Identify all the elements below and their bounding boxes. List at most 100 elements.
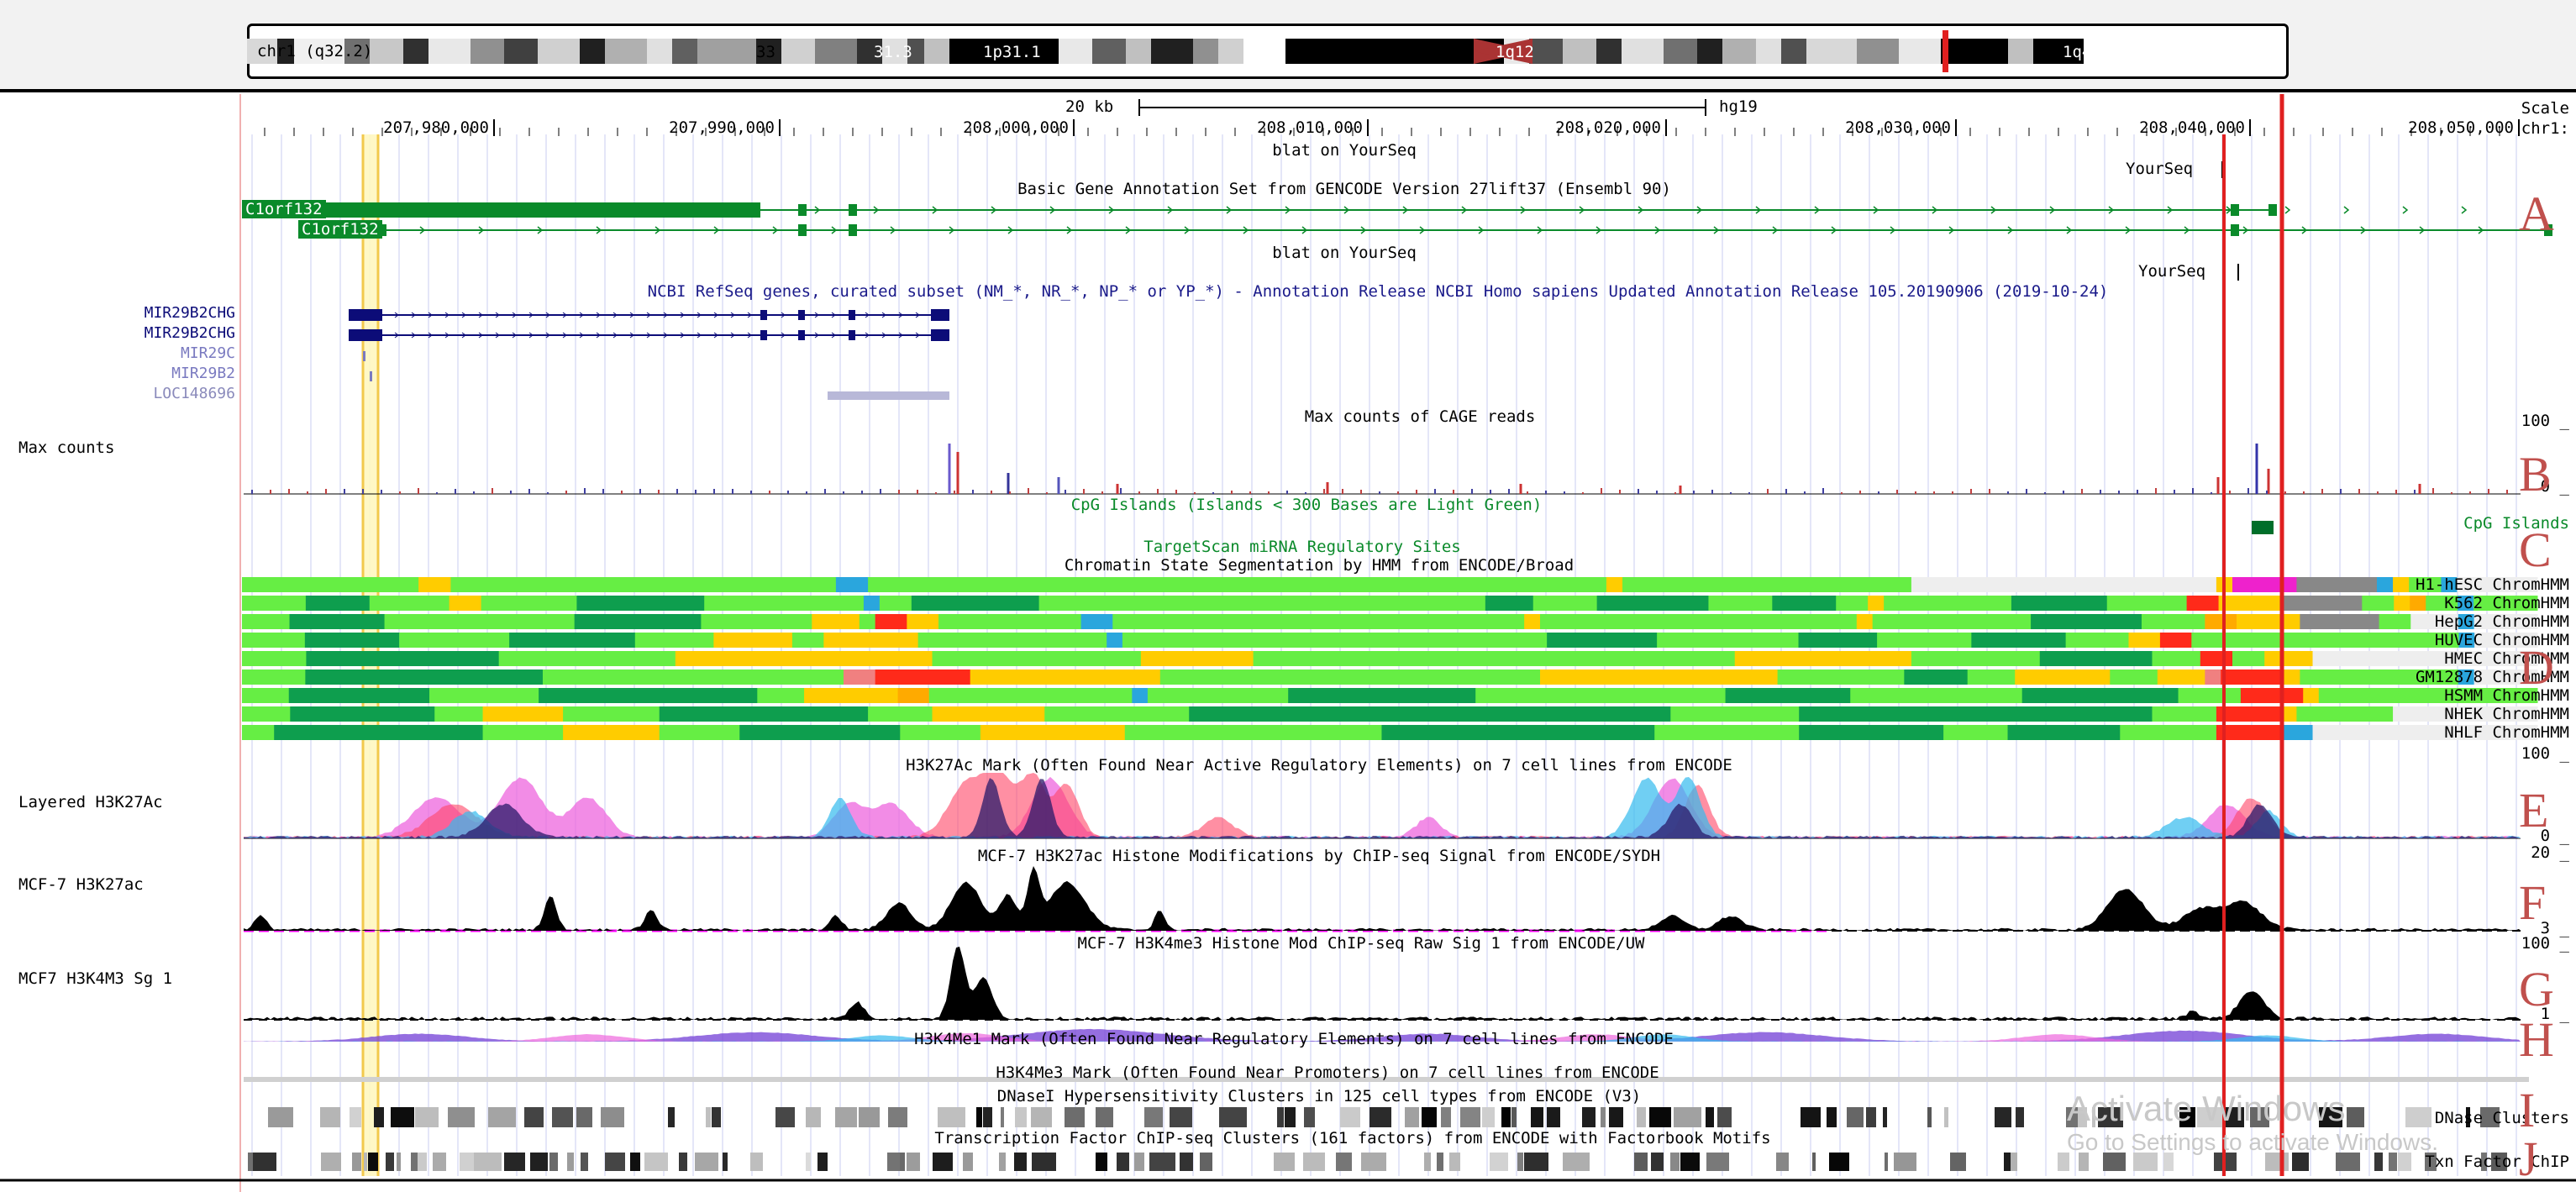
- chromhmm-seg-1: [369, 596, 450, 611]
- mcf7-ac-title[interactable]: MCF-7 H3K27ac Histone Modifications by C…: [977, 847, 1661, 865]
- gencode-arrow: [1990, 206, 1997, 214]
- chromhmm-seg-2: [2205, 614, 2237, 629]
- dnase-title[interactable]: DNaseI Hypersensitivity Clusters in 125 …: [996, 1087, 1642, 1105]
- gencode-arrow: [1007, 226, 1014, 234]
- refseq-arrow: [915, 332, 920, 339]
- ideogram-band-label-3: 1q12: [1496, 43, 1534, 61]
- refseq-arrow: [730, 332, 735, 339]
- targetscan-title[interactable]: TargetScan miRNA Regulatory Sites: [1143, 538, 1461, 556]
- refseq-arrow: [764, 312, 769, 318]
- ideogram-band-43: [1806, 39, 1857, 64]
- tfbs-cluster: [1149, 1153, 1175, 1171]
- refseq-gene-4[interactable]: MIR29B2: [171, 365, 235, 382]
- refseq-gene-5[interactable]: LOC148696: [153, 385, 235, 402]
- chromhmm-seg-5: [970, 670, 1161, 685]
- tfbs-cluster: [1812, 1153, 1816, 1171]
- tfbs-cluster: [1776, 1153, 1789, 1171]
- h3k4me3-title[interactable]: H3K4Me3 Mark (Often Found Near Promoters…: [996, 1063, 1659, 1082]
- tfbs-cluster: [1680, 1153, 1700, 1171]
- tfbs-cluster: [1303, 1153, 1325, 1171]
- chromhmm-seg-1: [1836, 596, 1869, 611]
- refseq-title[interactable]: NCBI RefSeq genes, curated subset (NM_*,…: [647, 282, 2109, 301]
- blat-title-1[interactable]: blat on YourSeq: [1272, 141, 1417, 160]
- chromhmm-seg-3: [1107, 633, 1123, 648]
- tfbs-cluster: [1634, 1153, 1648, 1171]
- gencode-arrow: [1343, 206, 1350, 214]
- genome-browser-image[interactable]: 207,980,000 207,990,000 208,000,000 208,010…: [0, 94, 2576, 1192]
- dnase-cluster: [448, 1107, 475, 1127]
- gencode-gene-1[interactable]: C1orf132: [242, 200, 326, 218]
- chromhmm-seg-4: [2152, 651, 2201, 666]
- ideogram-band-19: [815, 39, 857, 64]
- gencode-arrow: [2184, 226, 2190, 234]
- tfbs-cluster: [368, 1153, 378, 1171]
- dnase-cluster: [1944, 1107, 1948, 1127]
- tfbs-cluster: [364, 1153, 367, 1171]
- cpg-title[interactable]: CpG Islands (Islands < 300 Bases are Lig…: [1070, 496, 1543, 514]
- chromhmm-seg-3: [2159, 633, 2192, 648]
- chromhmm-seg-3: [2474, 633, 2538, 648]
- tfbs-cluster: [887, 1153, 900, 1171]
- refseq-arrow: [394, 332, 399, 339]
- chromhmm-seg-1: [481, 596, 577, 611]
- chromhmm-label-nhek: NHEK ChromHMM: [2444, 705, 2569, 723]
- ideogram-band-4: [294, 39, 344, 64]
- chromhmm-seg-1: [2106, 596, 2188, 611]
- tfbs-cluster: [474, 1153, 502, 1171]
- tfbs-cluster: [999, 1153, 1006, 1171]
- ideogram-band-16: [697, 39, 756, 64]
- chromhmm-seg-4: [2264, 651, 2314, 666]
- chromhmm-seg-3: [2191, 633, 2459, 648]
- h3k4me1-title[interactable]: H3K4Me1 Mark (Often Found Near Regulator…: [914, 1030, 1674, 1048]
- gencode-arrow: [2167, 206, 2174, 214]
- chromhmm-seg-8: [563, 725, 660, 740]
- ruler-position-4: 208,020,000: [1555, 118, 1661, 137]
- gencode-title[interactable]: Basic Gene Annotation Set from GENCODE V…: [1017, 180, 1671, 198]
- chromhmm-seg-5: [843, 670, 876, 685]
- gencode-gene-2[interactable]: C1orf132: [298, 220, 382, 239]
- dnase-cluster: [1827, 1107, 1837, 1127]
- refseq-arrow: [865, 332, 870, 339]
- chromhmm-seg-6: [1147, 688, 1289, 703]
- dnase-cluster: [320, 1107, 340, 1127]
- dnase-cluster: [1441, 1107, 1451, 1127]
- chromhmm-seg-4: [2232, 651, 2265, 666]
- chromhmm-seg-5: [2458, 670, 2475, 685]
- cage-title[interactable]: Max counts of CAGE reads: [1304, 407, 1536, 426]
- tfbs-cluster: [1950, 1153, 1966, 1171]
- refseq-gene-3[interactable]: MIR29C: [180, 344, 235, 362]
- gencode-arrow: [2478, 226, 2484, 234]
- mcf7-me3-title[interactable]: MCF-7 H3K4me3 Histone Mod ChIP-seq Raw S…: [1077, 934, 1645, 953]
- chromhmm-seg-8: [1381, 725, 1655, 740]
- chromhmm-seg-7: [2393, 706, 2538, 722]
- chromhmm-seg-2: [2031, 614, 2142, 629]
- tfbs-cluster: [2336, 1153, 2360, 1171]
- chromhmm-seg-2: [1539, 614, 1858, 629]
- dnase-cluster: [706, 1107, 711, 1127]
- tfbs-title[interactable]: Transcription Factor ChIP-seq Clusters (…: [934, 1129, 1771, 1147]
- h3k27ac-title[interactable]: H3K27Ac Mark (Often Found Near Active Re…: [906, 756, 1732, 775]
- blat-title-2[interactable]: blat on YourSeq: [1272, 244, 1417, 262]
- tfbs-cluster: [1829, 1153, 1849, 1171]
- gencode-arrow: [1226, 206, 1233, 214]
- chromhmm-label-hsmm: HSMM ChromHMM: [2444, 686, 2569, 705]
- chromhmm-seg-8: [2280, 725, 2314, 740]
- dnase-cluster: [1674, 1107, 1701, 1127]
- tfbs-cluster: [2133, 1153, 2158, 1171]
- refseq-gene-2[interactable]: MIR29B2CHG: [144, 324, 235, 342]
- refseq-gene-1[interactable]: MIR29B2CHG: [144, 304, 235, 322]
- tfbs-cluster: [723, 1153, 728, 1171]
- chromhmm-seg-2: [2300, 614, 2380, 629]
- ideogram-band-30: [1218, 39, 1243, 64]
- chromhmm-seg-7: [1044, 706, 1190, 722]
- gencode-arrow: [2108, 206, 2115, 214]
- panel-letter-a: A: [2519, 186, 2554, 241]
- loc148696-block: [828, 391, 949, 400]
- refseq-arrow: [814, 312, 819, 318]
- yourseq-label-2: YourSeq: [2138, 262, 2206, 281]
- dnase-cluster: [1609, 1107, 1623, 1127]
- chromhmm-seg-5: [875, 670, 971, 685]
- tfbs-cluster: [321, 1153, 341, 1171]
- h3k4me3-band: [244, 1077, 2529, 1082]
- chromhmm-title[interactable]: Chromatin State Segmentation by HMM from…: [1064, 556, 1575, 575]
